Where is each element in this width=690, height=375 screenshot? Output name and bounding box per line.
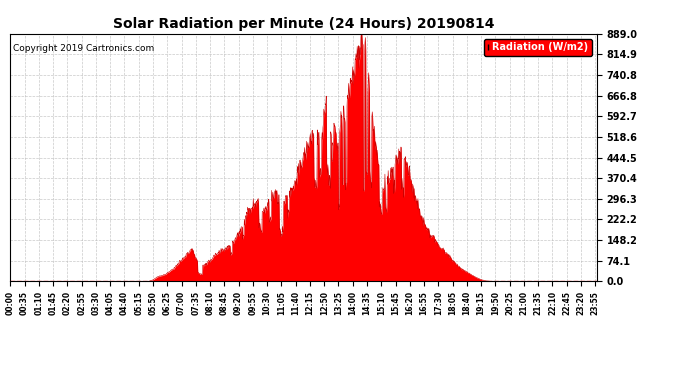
- Title: Solar Radiation per Minute (24 Hours) 20190814: Solar Radiation per Minute (24 Hours) 20…: [113, 17, 494, 31]
- Legend: Radiation (W/m2): Radiation (W/m2): [484, 39, 592, 56]
- Text: Copyright 2019 Cartronics.com: Copyright 2019 Cartronics.com: [13, 44, 155, 52]
